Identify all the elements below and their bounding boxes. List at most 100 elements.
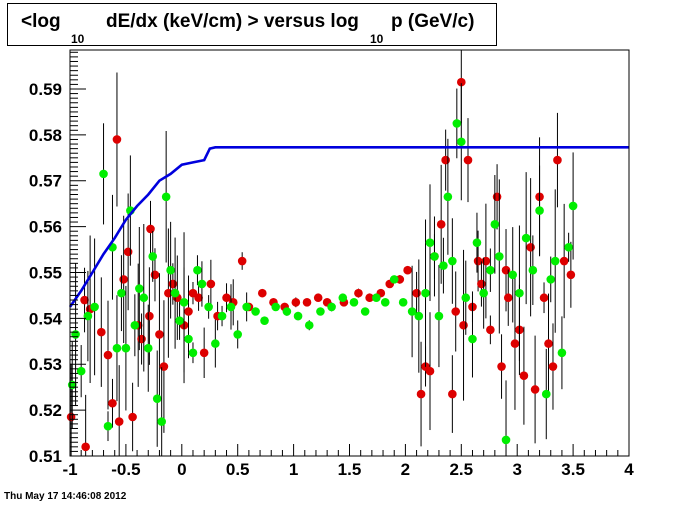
data-point-series-2 xyxy=(398,298,408,307)
data-point-series-1 xyxy=(459,320,468,330)
data-point-series-1 xyxy=(155,330,164,339)
data-point-series-1 xyxy=(313,293,323,303)
data-point-series-1 xyxy=(114,417,124,426)
x-tick-label: -0.5 xyxy=(111,460,140,479)
data-point-series-1 xyxy=(436,220,446,229)
data-point-series-2 xyxy=(242,302,251,312)
data-point-series-2 xyxy=(515,288,524,298)
data-point-series-1 xyxy=(492,192,502,202)
data-point-series-2 xyxy=(380,298,390,307)
data-point-series-2 xyxy=(139,293,149,303)
y-tick-label: 0.53 xyxy=(29,355,62,374)
x-tick-label: 0 xyxy=(177,460,186,479)
data-point-series-2 xyxy=(71,330,80,339)
data-point-series-1 xyxy=(222,293,231,303)
data-point-series-1 xyxy=(108,398,117,408)
y-tick-label: 0.51 xyxy=(29,447,62,466)
data-point-series-2 xyxy=(452,119,462,128)
data-point-series-1 xyxy=(553,155,562,165)
data-point-series-2 xyxy=(251,307,260,316)
data-point-series-1 xyxy=(539,293,549,303)
data-point-series-2 xyxy=(157,417,166,426)
data-point-series-1 xyxy=(403,265,412,275)
x-tick-label: 3 xyxy=(512,460,521,479)
data-point-series-2 xyxy=(184,334,193,344)
data-point-series-2 xyxy=(117,288,126,298)
data-point-series-2 xyxy=(479,288,488,298)
data-point-series-1 xyxy=(481,256,491,266)
data-point-series-2 xyxy=(372,293,381,303)
data-point-series-2 xyxy=(271,302,281,312)
data-point-series-2 xyxy=(99,169,108,179)
data-point-series-1 xyxy=(503,293,513,303)
data-point-series-1 xyxy=(146,224,155,234)
data-point-series-1 xyxy=(184,307,193,316)
data-point-series-1 xyxy=(97,327,106,337)
data-point-series-1 xyxy=(194,293,203,303)
data-point-series-2 xyxy=(468,334,477,344)
y-tick-label: 0.59 xyxy=(29,80,62,99)
data-point-series-1 xyxy=(425,366,435,376)
data-point-series-1 xyxy=(497,362,506,371)
data-point-series-1 xyxy=(544,339,553,348)
data-point-series-1 xyxy=(159,362,169,371)
data-point-series-1 xyxy=(559,256,569,266)
title-part-2: dE/dx (keV/cm) > versus log xyxy=(106,11,359,32)
y-tick-label: 0.56 xyxy=(29,218,62,237)
data-point-series-1 xyxy=(510,339,520,348)
data-point-series-1 xyxy=(451,307,461,316)
data-point-series-2 xyxy=(557,348,567,358)
data-point-series-2 xyxy=(148,252,158,261)
data-point-series-2 xyxy=(501,435,511,445)
data-point-series-2 xyxy=(179,298,189,307)
data-point-series-2 xyxy=(541,389,551,399)
title-subscript-2: 10 xyxy=(370,32,384,46)
expectation-curve xyxy=(68,146,629,308)
data-point-series-2 xyxy=(143,343,153,353)
data-point-series-2 xyxy=(457,137,466,147)
data-point-series-1 xyxy=(137,334,146,344)
data-point-series-1 xyxy=(66,412,76,422)
data-point-series-2 xyxy=(528,265,538,275)
data-point-series-1 xyxy=(354,288,363,298)
data-point-series-1 xyxy=(168,279,178,289)
data-point-series-1 xyxy=(103,350,113,360)
data-point-series-1 xyxy=(412,288,421,298)
data-point-series-2 xyxy=(211,339,220,348)
data-point-series-2 xyxy=(103,421,113,431)
timestamp: Thu May 17 14:46:08 2012 xyxy=(4,491,127,502)
data-point-series-2 xyxy=(260,316,269,325)
x-tick-label: 1 xyxy=(289,460,298,479)
y-tick-label: 0.55 xyxy=(29,263,62,282)
x-tick-label: -1 xyxy=(62,460,77,479)
data-point-series-2 xyxy=(175,316,184,325)
data-point-series-2 xyxy=(152,394,162,403)
x-tick-label: 2.5 xyxy=(449,460,473,479)
data-point-series-1 xyxy=(473,256,483,266)
data-point-series-2 xyxy=(166,265,175,275)
data-point-series-1 xyxy=(463,155,473,165)
data-point-series-2 xyxy=(521,233,531,243)
data-point-series-1 xyxy=(237,256,247,266)
data-point-series-2 xyxy=(434,311,444,321)
data-point-series-2 xyxy=(170,288,180,298)
data-point-series-2 xyxy=(226,302,236,312)
data-point-series-1 xyxy=(119,275,128,284)
data-point-series-2 xyxy=(135,284,144,293)
data-point-series-2 xyxy=(112,343,122,353)
data-point-series-2 xyxy=(233,330,242,339)
data-point-series-2 xyxy=(546,275,556,284)
data-point-series-1 xyxy=(123,247,133,257)
data-point-series-2 xyxy=(349,298,359,307)
chart-title-box: <log 10 dE/dx (keV/cm) > versus log 10 p… xyxy=(7,3,497,46)
data-point-series-1 xyxy=(441,155,450,165)
data-point-series-2 xyxy=(550,256,560,266)
data-point-series-2 xyxy=(197,279,207,289)
data-point-series-2 xyxy=(439,261,448,270)
data-point-series-1 xyxy=(519,371,529,381)
data-point-series-2 xyxy=(338,293,348,303)
data-point-series-2 xyxy=(130,320,140,330)
title-part-3: p (GeV/c) xyxy=(391,11,475,32)
data-point-series-1 xyxy=(566,270,576,280)
data-point-series-1 xyxy=(302,298,312,307)
